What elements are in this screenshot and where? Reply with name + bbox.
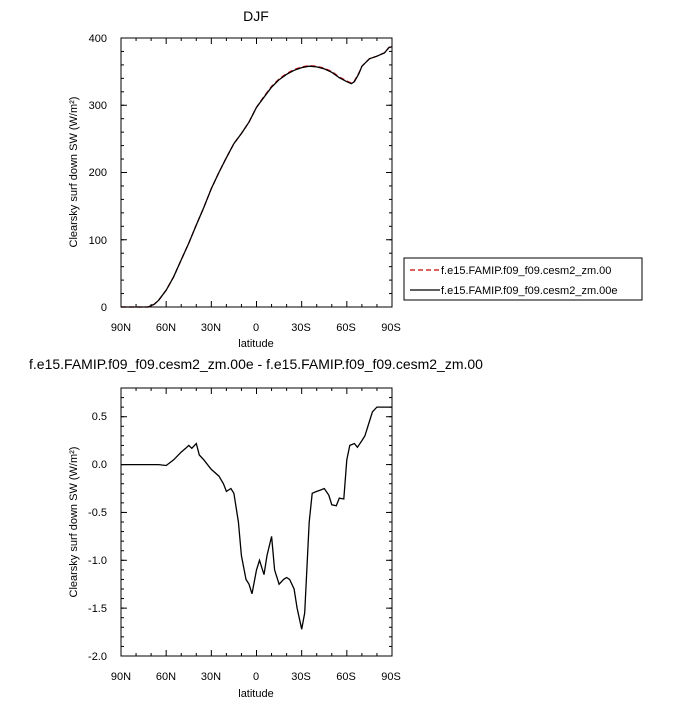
top-x-axis-label: latitude — [238, 338, 273, 350]
top-chart-title: DJF — [243, 8, 269, 24]
bottom-y-tick-label-0.0: 0.0 — [92, 459, 107, 471]
bottom-y-tick-label-neg1.5: -1.5 — [88, 603, 107, 615]
bottom-x-tick-label-90s: 90S — [381, 671, 401, 683]
bottom-x-tick-label-60n: 60N — [156, 671, 176, 683]
top-x-tick-label-0: 0 — [253, 322, 259, 334]
top-series — [121, 46, 393, 308]
bottom-tick-labels: 90N 60N 30N 0 30S 60S 90S 0.5 0.0 -0.5 -… — [88, 411, 401, 683]
top-x-tick-label-30n: 30N — [201, 322, 221, 334]
bottom-x-tick-label-30s: 30S — [291, 671, 311, 683]
top-panel: DJF 90N 60N 30N 0 30S 60S 90S 0 100 200 … — [68, 8, 401, 350]
top-x-tick-label-90s: 90S — [381, 322, 401, 334]
legend-label-control: f.e15.FAMIP.f09_f09.cesm2_zm.00 — [441, 265, 611, 277]
bottom-panel: f.e15.FAMIP.f09_f09.cesm2_zm.00e - f.e15… — [29, 356, 483, 700]
legend-frame — [403, 257, 643, 301]
bottom-ticks — [120, 387, 393, 657]
top-x-tick-label-60n: 60N — [156, 322, 176, 334]
top-y-tick-label-0: 0 — [101, 302, 107, 314]
bottom-plot-frame — [120, 387, 393, 657]
series-line-difference — [121, 406, 392, 630]
bottom-x-tick-label-30n: 30N — [201, 671, 221, 683]
top-plot-frame — [120, 37, 393, 308]
top-x-tick-label-90n: 90N — [111, 322, 131, 334]
bottom-y-tick-label-0.5: 0.5 — [92, 411, 107, 423]
top-y-tick-label-400: 400 — [89, 33, 107, 45]
bottom-x-tick-label-90n: 90N — [111, 671, 131, 683]
legend-label-experiment: f.e15.FAMIP.f09_f09.cesm2_zm.00e — [441, 285, 618, 297]
bottom-chart-title: f.e15.FAMIP.f09_f09.cesm2_zm.00e - f.e15… — [29, 356, 483, 372]
bottom-x-axis-label: latitude — [238, 688, 273, 700]
bottom-y-tick-label-neg1.0: -1.0 — [88, 555, 107, 567]
top-y-tick-label-200: 200 — [89, 167, 107, 179]
bottom-x-tick-label-0: 0 — [253, 671, 259, 683]
bottom-y-tick-label-neg2.0: -2.0 — [88, 651, 107, 663]
series-line-experiment — [121, 46, 393, 308]
top-y-axis-label: Clearsky surf down SW (W/m²) — [68, 97, 80, 248]
top-tick-labels: 90N 60N 30N 0 30S 60S 90S 0 100 200 300 … — [89, 33, 401, 334]
bottom-series — [121, 406, 392, 630]
bottom-y-tick-label-neg0.5: -0.5 — [88, 507, 107, 519]
series-line-control — [121, 46, 393, 308]
top-ticks — [120, 37, 393, 308]
top-x-tick-label-60s: 60S — [336, 322, 356, 334]
top-x-tick-label-30s: 30S — [291, 322, 311, 334]
top-y-tick-label-300: 300 — [89, 100, 107, 112]
bottom-x-tick-label-60s: 60S — [336, 671, 356, 683]
top-y-tick-label-100: 100 — [89, 235, 107, 247]
legend: f.e15.FAMIP.f09_f09.cesm2_zm.00 f.e15.FA… — [403, 257, 643, 301]
bottom-y-axis-label: Clearsky surf down SW (W/m²) — [68, 447, 80, 598]
